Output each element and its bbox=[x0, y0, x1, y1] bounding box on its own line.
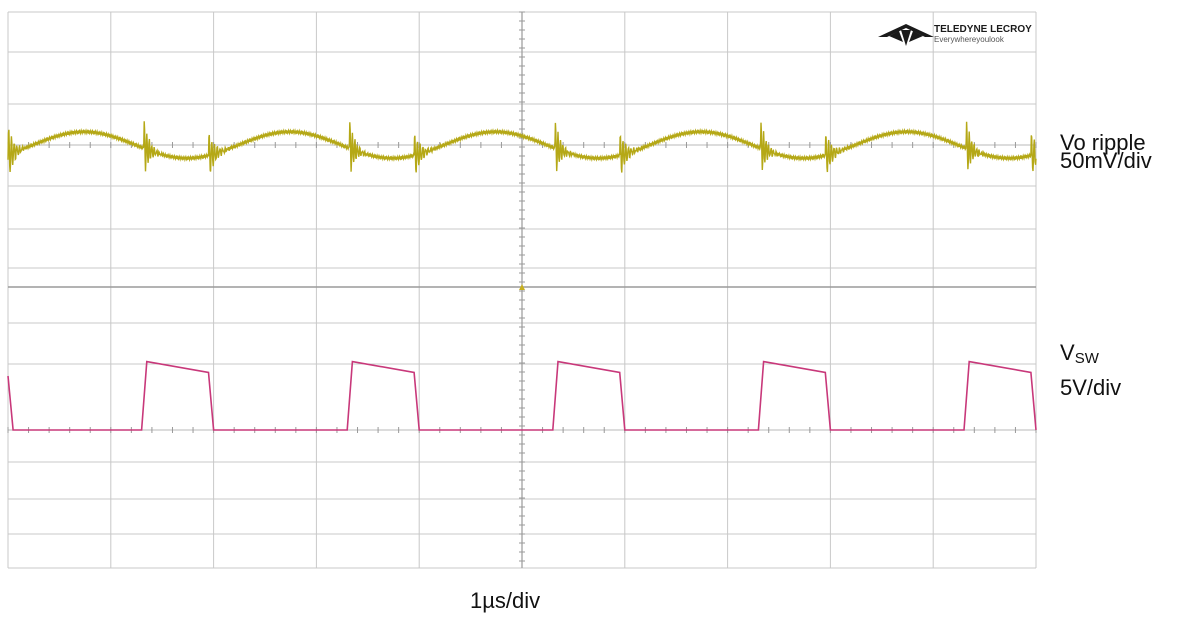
trigger-marker bbox=[519, 284, 525, 290]
sw-channel-label: VSW bbox=[1060, 338, 1099, 374]
sw-scale-text: 5V/div bbox=[1060, 375, 1122, 400]
ripple-channel-label: Vo ripple bbox=[1060, 128, 1146, 158]
ripple-scale-label: 50mV/div bbox=[1060, 146, 1152, 176]
ripple-scale-text: 50mV/div bbox=[1060, 148, 1152, 173]
vo-ripple-trace bbox=[7, 121, 1037, 173]
vsw-trace bbox=[7, 360, 1037, 431]
sw-scale-label: 5V/div bbox=[1060, 373, 1121, 403]
logo-tagline-text: Everywhereyoulook bbox=[934, 35, 1005, 44]
timebase-label: 1µs/div bbox=[470, 588, 541, 613]
ripple-channel-name: Vo ripple bbox=[1060, 130, 1146, 155]
lecroy-emblem-icon bbox=[878, 24, 934, 46]
sw-channel-name: V bbox=[1060, 340, 1075, 365]
teledyne-lecroy-logo: TELEDYNE LECROY Everywhereyoulook bbox=[878, 24, 1032, 46]
logo-brand-text: TELEDYNE LECROY bbox=[934, 24, 1032, 35]
sw-channel-subscript: SW bbox=[1074, 350, 1099, 367]
